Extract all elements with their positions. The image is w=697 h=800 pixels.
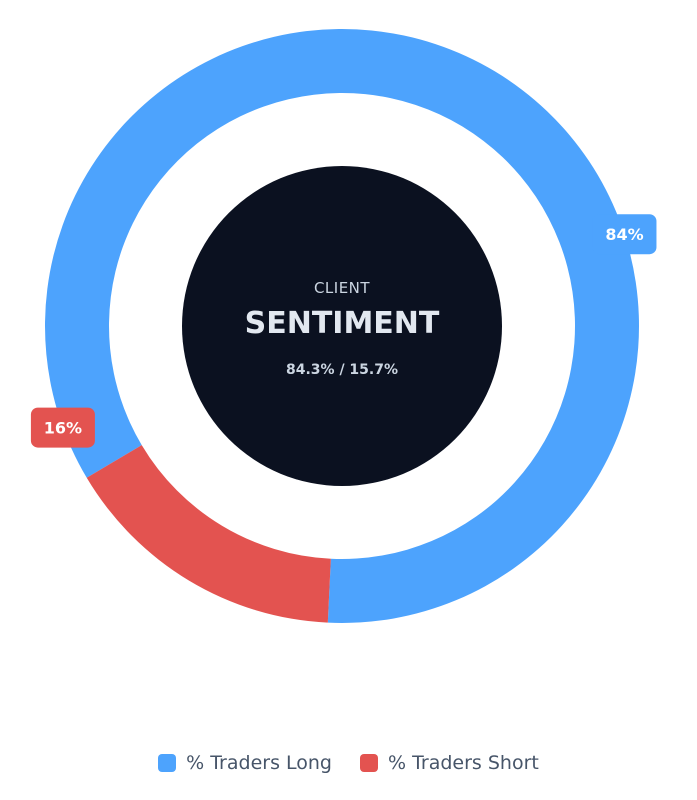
center-subtitle: CLIENT (314, 279, 370, 297)
center-title: SENTIMENT (245, 306, 440, 341)
legend-swatch-short (359, 754, 378, 772)
legend-label-long: % Traders Long (186, 752, 332, 774)
center-circle (182, 166, 502, 486)
data-label-long-bg (592, 214, 657, 255)
data-label-short-text: 16% (44, 419, 82, 438)
data-label-short: 16% (30, 407, 95, 448)
data-label-short-bg (30, 407, 95, 448)
legend-item-long[interactable]: % Traders Long (158, 752, 332, 774)
legend-label-short: % Traders Short (387, 752, 539, 774)
legend-swatch-long (158, 754, 177, 772)
legend-item-short[interactable]: % Traders Short (359, 752, 539, 774)
center-ratio: 84.3% / 15.7% (286, 362, 398, 378)
chart-legend: % Traders Long % Traders Short (0, 752, 697, 774)
data-label-long: 84% (592, 214, 657, 255)
data-label-long-text: 84% (605, 225, 643, 244)
slice-traders-short[interactable] (86, 445, 331, 623)
data-label-badges: 84% 16% (30, 214, 657, 448)
chart-slices (45, 29, 640, 624)
sentiment-doughnut-chart: CLIENT SENTIMENT 84.3% / 15.7% 84% 16% (30, 29, 657, 624)
